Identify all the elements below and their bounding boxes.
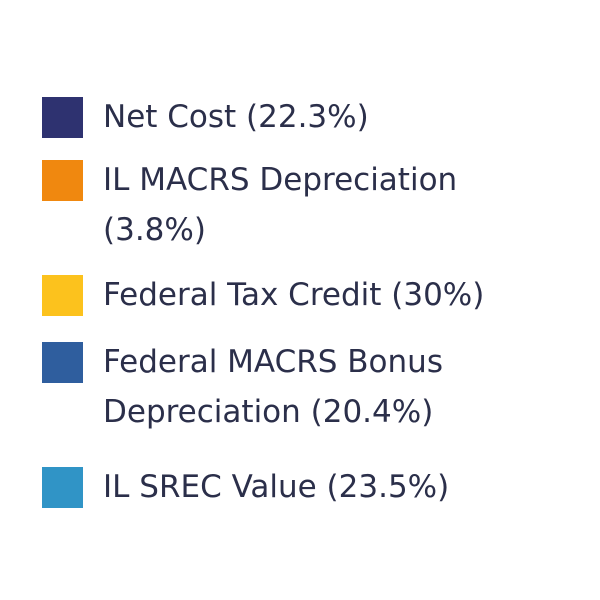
legend-label: Federal MACRS Bonus Depreciation (20.4%) — [103, 344, 443, 430]
legend-label: IL MACRS Depreciation (3.8%) — [103, 162, 458, 248]
legend-item: Federal Tax Credit (30%) — [42, 270, 562, 320]
legend-item: IL MACRS Depreciation (3.8%) — [42, 155, 562, 255]
legend-item: IL SREC Value (23.5%) — [42, 462, 562, 512]
legend-item: Net Cost (22.3%) — [42, 92, 562, 142]
legend-swatch — [42, 342, 83, 383]
legend-swatch — [42, 275, 83, 316]
legend-label: Federal Tax Credit (30%) — [103, 277, 485, 313]
legend-label: IL SREC Value (23.5%) — [103, 469, 450, 505]
legend-swatch — [42, 467, 83, 508]
legend-swatch — [42, 97, 83, 138]
legend-item: Federal MACRS Bonus Depreciation (20.4%) — [42, 337, 562, 437]
legend-label: Net Cost (22.3%) — [103, 99, 369, 135]
legend-swatch — [42, 160, 83, 201]
